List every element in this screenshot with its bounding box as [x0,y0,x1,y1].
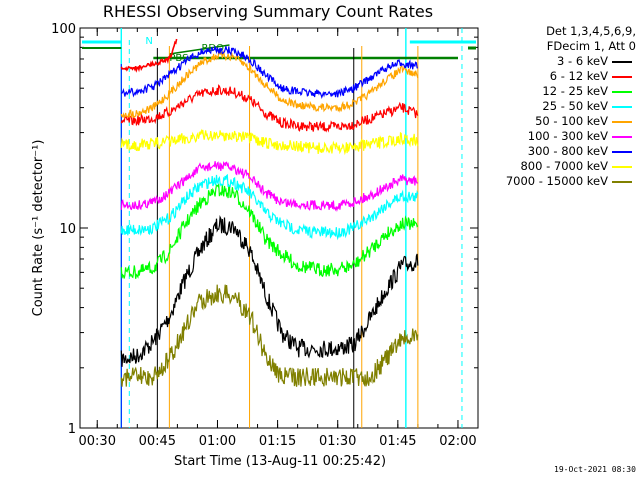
legend-entry: 3 - 6 keV [476,54,636,69]
x-tick-label: 02:00 [439,434,476,449]
legend-entry-swatch [612,166,632,168]
x-tick-label: 00:30 [79,434,116,449]
legend-entry-label: 100 - 300 keV [527,129,608,143]
y-tick-label: 10 [59,222,76,237]
x-tick-label: 00:45 [139,434,176,449]
legend-entry: 50 - 100 keV [476,114,636,129]
x-tick-label: 01:45 [379,434,416,449]
legend-entry-swatch [612,121,632,123]
series-line-4 [120,49,419,120]
x-axis-label: Start Time (13-Aug-11 00:25:42) [174,454,386,469]
series-line-0 [120,215,419,367]
x-tick-label: 01:00 [199,434,236,449]
legend-entry: 100 - 300 keV [476,129,636,144]
series-red-high-segment [120,38,178,73]
legend-entry-swatch [612,136,632,138]
legend-entry-label: 7000 - 15000 keV [505,174,608,188]
legend-entry-label: 800 - 7000 keV [520,159,608,173]
legend-entry: 12 - 25 keV [476,84,636,99]
legend-entry: 800 - 7000 keV [476,159,636,174]
y-axis-label: Count Rate (s⁻¹ detector⁻¹) [31,140,46,317]
legend-entry-label: 6 - 12 keV [549,69,608,83]
y-tick-label: 1 [68,422,76,437]
legend-entry-label: 12 - 25 keV [542,84,608,98]
pbs-flag-segment [169,44,230,55]
series-line-3 [120,173,419,241]
legend: Det 1,3,4,5,6,9, FDecim 1, Att 0 3 - 6 k… [476,24,636,189]
y-tick-label: 100 [51,22,76,37]
series-line-1 [120,84,419,133]
legend-entry: 300 - 800 keV [476,144,636,159]
plot-area: 1 10 100 00:30 00:45 01:00 01:15 01:30 01:45 02:0… [51,22,479,449]
legend-entry-swatch [612,61,632,63]
series-line-8 [120,284,419,387]
legend-entry: 6 - 12 keV [476,69,636,84]
legend-entry-label: 25 - 50 keV [542,99,608,113]
legend-entry-label: 300 - 800 keV [527,144,608,158]
legend-entry-swatch [612,76,632,78]
legend-entry: 7000 - 15000 keV [476,174,636,189]
annotation-night: N [145,36,152,47]
legend-header-line-1: Det 1,3,4,5,6,9, [546,24,636,38]
legend-entry: 25 - 50 keV [476,99,636,114]
x-tick-label: 01:15 [259,434,296,449]
series-line-6 [120,46,418,100]
legend-header-line-2: FDecim 1, Att 0 [546,39,636,53]
footer-date: 19-Oct-2021 08:30 [554,465,636,474]
legend-entry-swatch [612,91,632,93]
chart-title: RHESSI Observing Summary Count Rates [103,2,433,21]
series-line-2 [120,183,419,279]
legend-entry-swatch [612,106,632,108]
legend-entry-swatch [612,151,632,153]
series-line-5 [120,161,419,213]
x-tick-label: 01:30 [319,434,356,449]
annotation-pbs: PBS [169,53,188,64]
series-line-7 [120,128,419,156]
legend-entry-swatch [612,181,632,183]
legend-entry-label: 50 - 100 keV [535,114,608,128]
legend-entry-label: 3 - 6 keV [557,54,608,68]
